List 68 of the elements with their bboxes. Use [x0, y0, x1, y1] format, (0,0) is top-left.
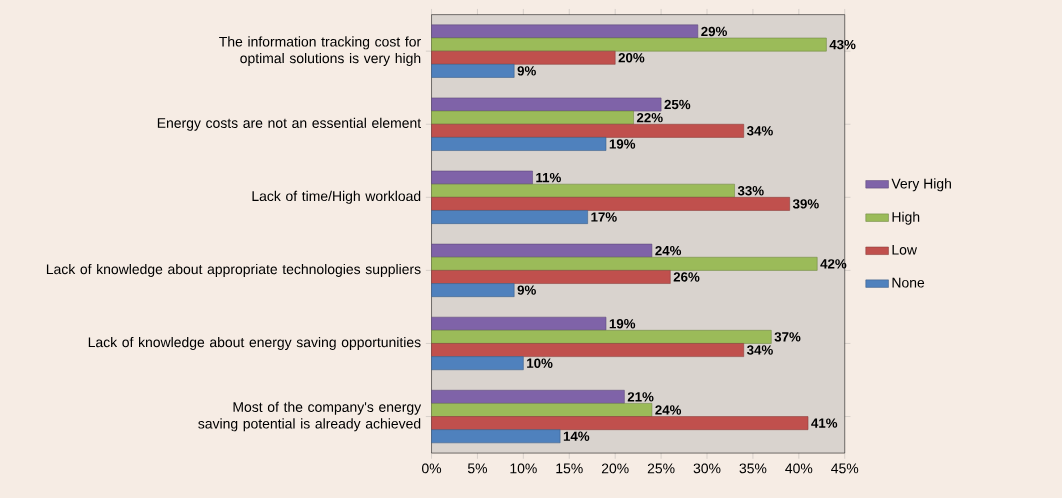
legend-label: Low: [892, 244, 918, 255]
bar: [431, 137, 607, 151]
y-tick-label: The information tracking cost for optimal solutions is very high: [219, 36, 421, 66]
bar: [431, 50, 616, 65]
data-label: 43%: [829, 39, 856, 50]
data-label: 34%: [746, 125, 773, 136]
data-label: 39%: [792, 199, 819, 209]
data-label: 24%: [655, 245, 682, 256]
data-label: 9%: [517, 285, 536, 295]
bar: [431, 170, 533, 185]
data-label: 41%: [811, 418, 838, 428]
x-tick-label: 10%: [510, 463, 537, 474]
data-label: 33%: [737, 185, 764, 196]
data-label: 17%: [591, 212, 617, 222]
bar: [431, 270, 671, 284]
bar: [431, 183, 735, 198]
bar: [431, 256, 818, 271]
x-tick-label: 45%: [831, 463, 859, 474]
bar: [431, 63, 515, 78]
bar: [431, 416, 809, 430]
bar: [431, 196, 790, 211]
data-label: 37%: [774, 332, 801, 342]
legend-label: None: [892, 277, 925, 288]
bar: [431, 389, 625, 404]
data-label: 11%: [536, 172, 561, 183]
data-label: 9%: [517, 66, 536, 76]
data-label: 14%: [563, 431, 590, 441]
bar: [431, 343, 745, 357]
x-tick-label: 35%: [739, 463, 767, 474]
legend-label: High: [892, 211, 920, 225]
bar: [431, 283, 515, 297]
bar: [431, 123, 745, 138]
x-tick-label: 40%: [785, 463, 813, 474]
x-tick-label: 30%: [693, 463, 721, 474]
data-label: 29%: [701, 26, 727, 37]
bar: [431, 243, 653, 258]
x-tick-label: 0%: [422, 463, 442, 474]
data-label: 20%: [618, 52, 645, 63]
y-tick-label: Lack of time/High workload: [252, 190, 421, 204]
y-tick-label: Lack of knowledge about energy saving opportunities: [88, 336, 421, 350]
y-tick-label: Lack of knowledge about appropriate technologies suppliers: [46, 263, 421, 277]
bar: [431, 110, 634, 125]
bar: [431, 37, 827, 52]
x-tick-label: 15%: [556, 463, 583, 474]
bar: [431, 429, 561, 443]
bar: [431, 329, 772, 344]
data-label: 26%: [673, 272, 700, 282]
data-label: 24%: [655, 405, 682, 415]
y-tick-label: Most of the company's energy saving potential is already achieved: [198, 401, 422, 432]
bar: [431, 403, 653, 417]
bar: [431, 24, 699, 39]
data-label: 42%: [820, 259, 847, 269]
bar: [431, 210, 588, 224]
data-label: 19%: [609, 318, 636, 329]
data-label: 25%: [664, 99, 691, 110]
data-label: 19%: [609, 139, 636, 149]
legend-label: Very High: [891, 178, 951, 192]
data-label: 21%: [627, 392, 654, 402]
x-tick-label: 5%: [467, 463, 488, 474]
bar: [431, 316, 607, 331]
data-label: 22%: [636, 112, 663, 123]
x-tick-label: 25%: [647, 463, 675, 474]
bar: [431, 97, 662, 112]
bar: [431, 356, 524, 370]
data-label: 34%: [746, 345, 773, 355]
x-tick-label: 20%: [601, 463, 629, 474]
data-label: 10%: [527, 358, 553, 368]
y-tick-label: Energy costs are not an essential element: [157, 117, 422, 131]
